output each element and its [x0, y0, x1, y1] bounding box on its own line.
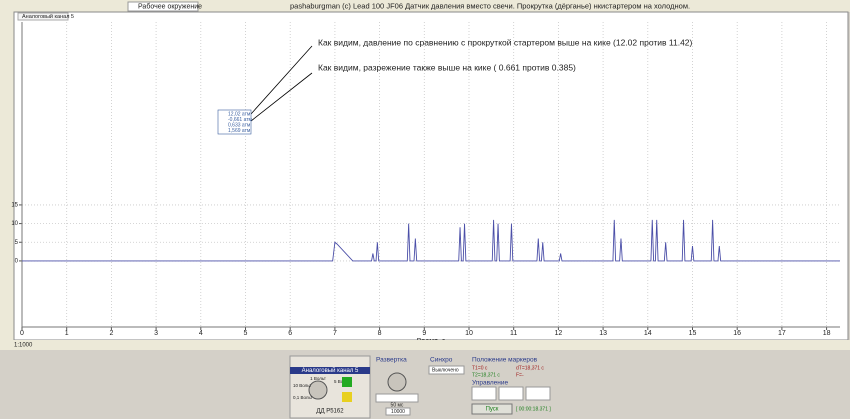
x-tick-label: 4	[199, 330, 203, 337]
points-field[interactable]	[385, 407, 411, 416]
sensor-label: ДД P5162	[316, 409, 344, 415]
x-tick-label: 14	[644, 330, 652, 337]
plot: 0123456789101112131415161718051015Время,…	[11, 22, 840, 345]
marker-dt: dT=18,371 c	[516, 365, 544, 371]
knob-label: 10 Вольт	[293, 383, 311, 388]
wave-button[interactable]	[471, 386, 497, 401]
marker-t1: T1=0 c	[472, 365, 488, 371]
window-title: pashaburgman (c) Lead 100 JF06 Датчик да…	[290, 1, 690, 10]
x-tick-label: 1	[65, 330, 69, 337]
knob-label: 5 Вольт	[334, 379, 350, 384]
marker-value: -0,661 атм	[228, 117, 253, 123]
sync-mode: Выключено	[432, 367, 459, 373]
volt-knob[interactable]	[308, 380, 328, 400]
sweep-knob[interactable]	[387, 372, 407, 392]
sync-title: Синхро	[430, 357, 453, 364]
y-tick-label: 5	[15, 240, 19, 246]
channel-tab-label: Аналоговый канал 5	[22, 13, 74, 20]
x-tick-label: 8	[378, 330, 382, 337]
zoom-label: 1:1000	[14, 343, 33, 349]
side-toolbar	[0, 12, 14, 340]
annotation-arrow	[250, 45, 313, 115]
points-value: 10000	[391, 409, 405, 415]
marker-box	[217, 109, 252, 135]
workspace-dropdown[interactable]	[127, 1, 199, 12]
status-bar	[0, 340, 850, 350]
x-tick-label: 17	[778, 330, 786, 337]
chart-frame	[13, 11, 849, 341]
wave-button[interactable]	[498, 386, 524, 401]
knob-label: 1 Вольт	[310, 376, 326, 381]
sweep-wave	[375, 393, 419, 403]
y-tick-label: 15	[11, 203, 18, 209]
x-tick-label: 5	[244, 330, 248, 337]
x-tick-label: 12	[554, 330, 562, 337]
elapsed-time: [ 00:00:18.371 ]	[516, 406, 551, 412]
x-tick-label: 3	[154, 330, 158, 337]
channel-button[interactable]	[342, 392, 352, 402]
x-tick-label: 10	[465, 330, 473, 337]
sweep-time: 50 мс	[391, 402, 404, 408]
channel-title: Аналоговый канал 5	[302, 367, 359, 374]
x-tick-label: 11	[510, 330, 517, 337]
marker-value: 12,02 атм	[228, 111, 251, 117]
start-button[interactable]	[471, 403, 513, 415]
workspace-label: Рабочее окружение	[138, 2, 202, 10]
channel-header	[290, 367, 370, 374]
y-tick-label: 10	[11, 221, 18, 227]
signal-line	[22, 219, 840, 262]
toolbar	[0, 0, 850, 12]
x-tick-label: 18	[823, 330, 831, 337]
x-tick-label: 13	[599, 330, 607, 337]
marker-f: F=-	[516, 372, 524, 378]
sweep-title: Развертка	[376, 357, 407, 364]
annotation: Как видим, давление по сравнению с прокр…	[318, 37, 693, 47]
annotation-arrow	[250, 72, 313, 122]
x-tick-label: 0	[20, 330, 24, 337]
sync-dropdown[interactable]	[428, 365, 465, 375]
channel-button[interactable]	[342, 377, 352, 387]
x-tick-label: 9	[422, 330, 426, 337]
marker-t2: T2=18,371 c	[472, 372, 500, 378]
wave-button[interactable]	[525, 386, 551, 401]
channel-panel	[289, 355, 371, 419]
x-tick-label: 15	[689, 330, 697, 337]
start-label: Пуск	[486, 407, 499, 413]
y-tick-label: 0	[15, 259, 19, 265]
markers-title: Положение маркеров	[472, 357, 538, 364]
control-title: Управление	[472, 380, 509, 387]
x-tick-label: 16	[733, 330, 741, 337]
x-tick-label: 2	[109, 330, 113, 337]
x-tick-label: 6	[288, 330, 292, 337]
marker-value: 1,569 атм	[228, 128, 251, 134]
annotation: Как видим, разрежение также выше на кике…	[318, 62, 576, 72]
channel-tab[interactable]	[17, 12, 69, 21]
x-tick-label: 7	[333, 330, 337, 337]
marker-value: 0,633 атм	[228, 122, 251, 128]
knob-label: 0,1 Вольт	[293, 395, 313, 400]
